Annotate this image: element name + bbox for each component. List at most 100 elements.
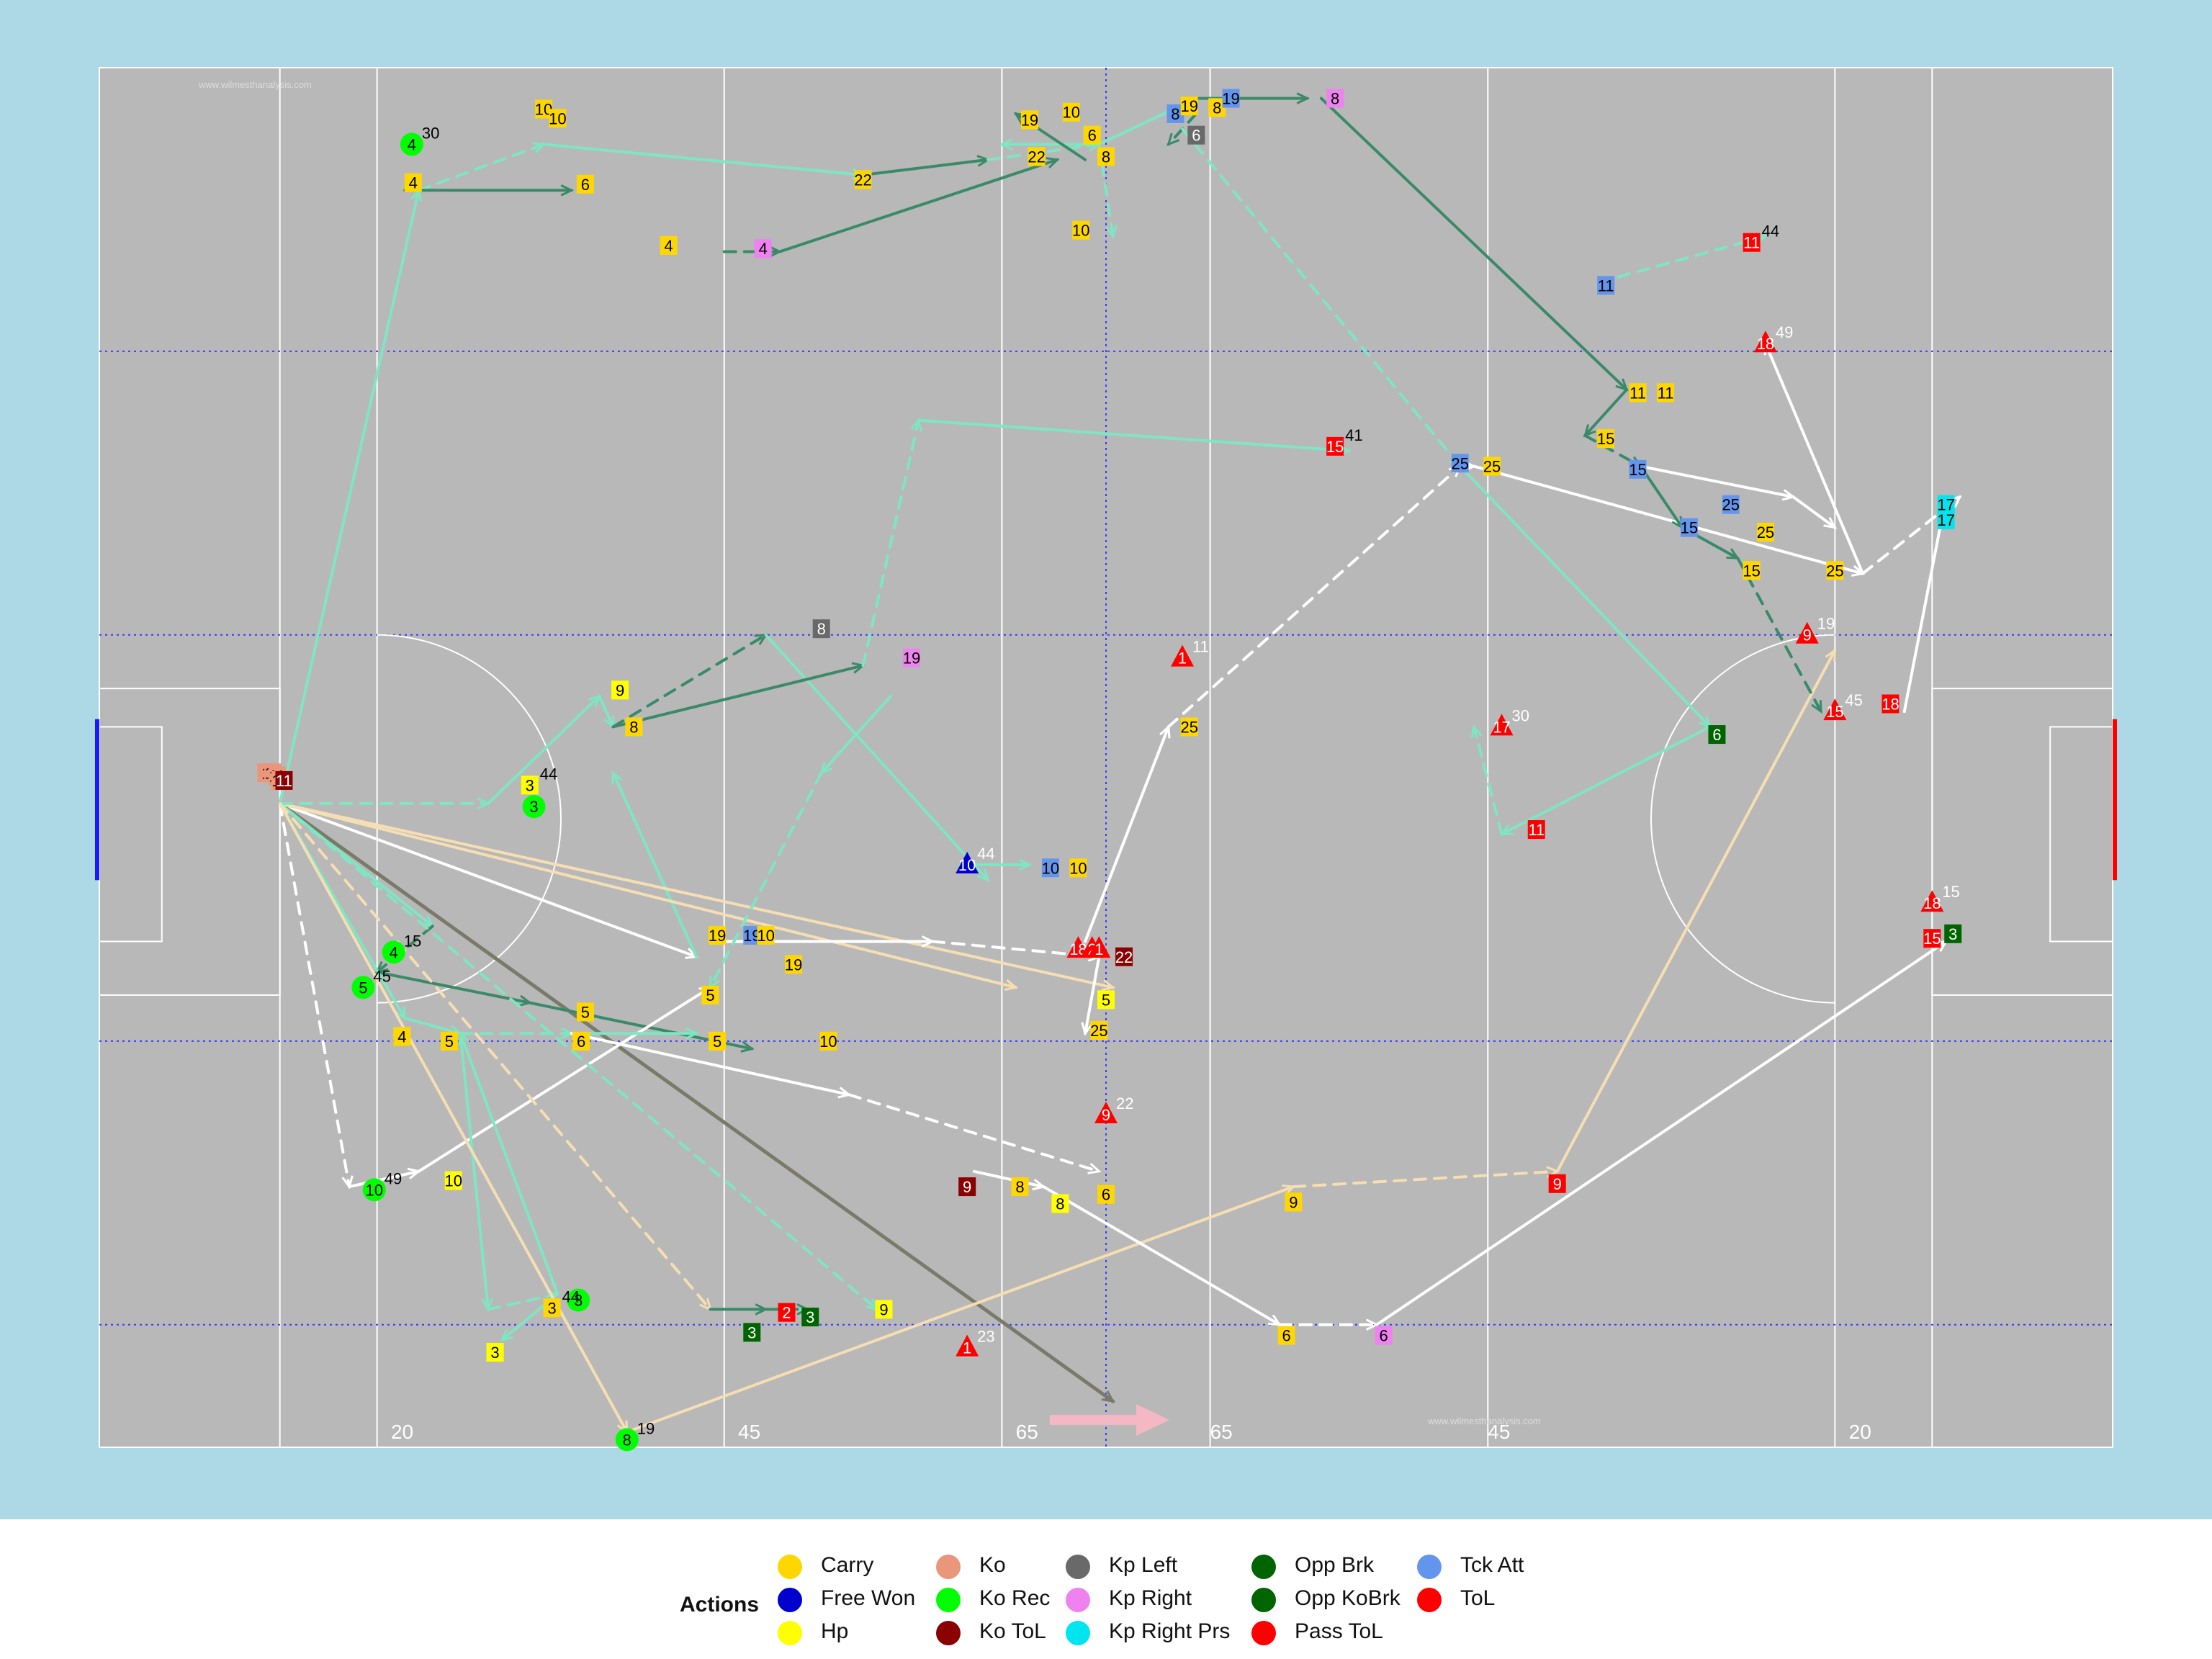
action-link [611,771,698,958]
legend-label-hp: Hp [821,1619,849,1643]
point-tol [1881,694,1899,714]
action-link [848,1093,1101,1173]
action-link [278,801,629,1434]
action-link [611,633,768,729]
action-link [403,1016,462,1035]
point-hp [486,1343,504,1362]
point-label: 18 [1923,894,1941,912]
attack-direction-arrow [1050,1404,1169,1436]
point-carry [1743,561,1761,580]
legend-swatch-opp-kobrk [1251,1588,1276,1612]
point-carry [1097,1184,1115,1204]
action-link [1583,388,1629,437]
point-label: 6 [1712,726,1721,744]
action-link-arrowhead [1101,979,1116,992]
action-link [570,1032,851,1097]
point-carry [1062,102,1080,122]
point-label: 6 [1102,1186,1110,1204]
distance-labels: 20 45 65 65 45 20 [391,1421,1871,1443]
point-carry [543,1298,561,1318]
point-label: 9 [1803,626,1812,644]
right-goal [2113,719,2117,881]
point-label: 19 [1222,90,1239,108]
point-label: 5 [445,1033,454,1051]
point-tck-att [1680,518,1698,537]
point-label: 8 [1015,1178,1024,1196]
action-link-arrowhead [685,1027,699,1040]
point-ko-rec [362,1178,386,1202]
legend-label-ko-rec: Ko Rec [979,1586,1051,1610]
action-link [709,771,823,989]
legend-swatch-ko-tol [936,1621,961,1645]
distance-label-0: 20 [391,1421,413,1443]
point-ko-tol [1115,947,1133,966]
distance-label-4: 45 [1488,1421,1510,1443]
point-label: 3 [490,1344,499,1362]
point-carry [757,925,775,945]
point-carry [709,1031,727,1051]
pitch-surface [99,67,2113,1448]
point-label: 3 [526,776,534,794]
point-carry [660,235,678,255]
action-link [278,801,1115,1403]
legend-swatch-ko-rec [936,1588,961,1612]
watermark-bottom: www.wilmesthanalysis.com [1427,1416,1541,1426]
point-note: 44 [977,845,994,863]
action-link [598,694,615,729]
point-label: 6 [1088,127,1097,145]
action-link [1319,96,1629,392]
point-label: 1 [1094,940,1103,958]
point-note: 22 [1116,1094,1133,1112]
point-label: 11 [1658,384,1674,402]
point-carry [1180,717,1198,737]
legend-label-kp-right-prs: Kp Right Prs [1109,1619,1231,1643]
point-note: 45 [1845,691,1862,709]
point-label: 9 [616,681,624,699]
action-link [972,1169,1046,1189]
point-hp [611,680,629,700]
action-link [1181,127,1462,468]
action-link [986,143,1101,161]
point-label: 9 [963,1178,971,1196]
action-link [486,1292,559,1311]
point-carry [1090,1020,1108,1040]
distance-label-2: 65 [1016,1421,1038,1443]
point-pass-tol [956,1334,979,1357]
point-carry [701,985,719,1004]
legend-label-tol: ToL [1460,1586,1496,1610]
action-link [375,925,434,974]
action-link [278,801,351,1189]
action-link [278,801,878,1311]
point-pass-tol [1753,331,1777,353]
point-label: 19 [903,649,920,667]
action-link-arrowhead [1081,1022,1093,1036]
point-label: 17 [1493,718,1510,736]
distance-label-1: 45 [738,1421,760,1443]
point-carry [440,1031,458,1051]
legend-swatch-kp-right-prs [1066,1621,1090,1645]
point-label: 9 [1289,1193,1298,1211]
point-label: 15 [1629,461,1646,479]
point-note: 15 [1942,883,1959,901]
point-free-won [956,852,979,874]
point-carry [1277,1326,1295,1345]
point-note: 44 [1762,222,1779,240]
pitch-plot: 1111111114301010462219106228108198196844… [0,0,2212,1519]
point-tck-att [1041,858,1059,878]
point-carry [1020,110,1038,130]
point-label: 10 [757,927,774,945]
point-kp-right [1326,89,1344,108]
point-label: 19 [785,956,802,974]
point-tol [778,1303,796,1322]
point-pass-tol [1795,621,1819,644]
action-link-arrowhead [611,770,623,785]
action-link [625,1185,1295,1434]
point-carry [1011,1177,1029,1197]
point-kp-left [1187,125,1205,145]
point-ko-rec [522,795,546,819]
action-link [861,418,920,667]
point-label: 11 [276,772,292,790]
point-kp-right [754,239,772,258]
point-carry [572,1031,590,1051]
point-tol [1527,820,1545,840]
